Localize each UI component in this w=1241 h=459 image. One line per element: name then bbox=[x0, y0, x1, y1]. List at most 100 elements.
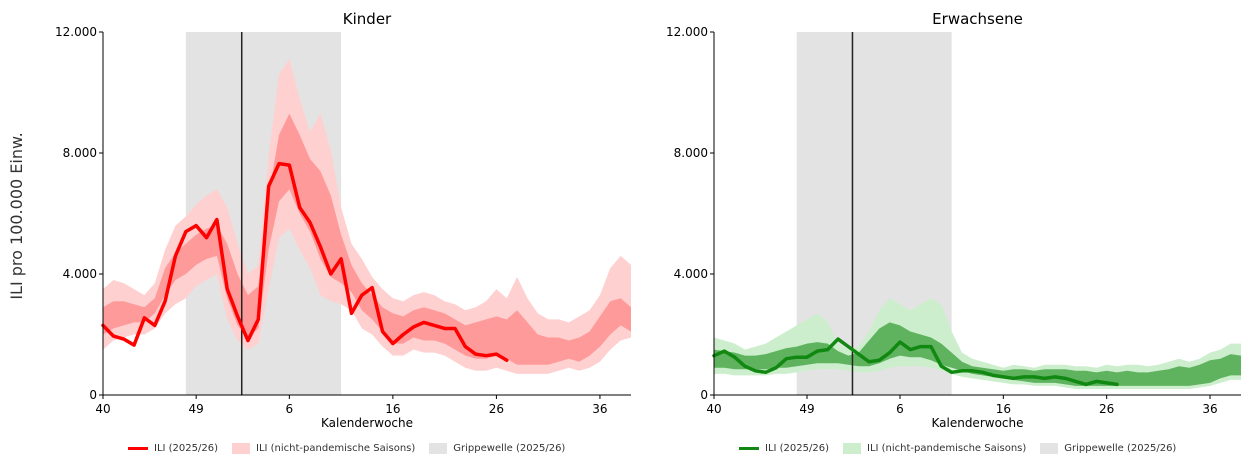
data-point bbox=[340, 258, 342, 260]
data-point bbox=[454, 327, 456, 330]
series-line-current bbox=[712, 337, 1119, 387]
y-tick-label: 0 bbox=[89, 388, 97, 402]
legend-label: ILI (2025/26) bbox=[765, 443, 829, 454]
data-point bbox=[981, 371, 984, 374]
y-axis-label: ILI pro 100.000 Einw. bbox=[7, 132, 26, 299]
x-axis-label: Kalenderwoche bbox=[321, 416, 413, 430]
data-point bbox=[112, 335, 115, 337]
data-point bbox=[309, 221, 311, 224]
data-point bbox=[878, 359, 881, 362]
data-point bbox=[806, 356, 808, 358]
data-point bbox=[371, 286, 373, 289]
x-axis-label: Kalenderwoche bbox=[931, 416, 1023, 430]
legend-swatch-line bbox=[128, 447, 148, 450]
x-tick-label: 6 bbox=[286, 402, 294, 416]
data-point bbox=[495, 353, 498, 355]
data-point bbox=[1033, 376, 1036, 378]
band-outer bbox=[714, 298, 1241, 389]
data-point bbox=[185, 230, 187, 233]
data-point bbox=[930, 345, 932, 348]
data-point bbox=[329, 273, 332, 275]
data-point bbox=[919, 345, 922, 348]
y-tick-label: 4.000 bbox=[63, 267, 97, 281]
legend-swatch-band bbox=[232, 443, 250, 454]
y-tick-label: 12.000 bbox=[666, 25, 708, 39]
legend-label: Grippewelle (2025/26) bbox=[1064, 443, 1177, 454]
data-point bbox=[485, 354, 487, 357]
y-tick-label: 0 bbox=[700, 388, 708, 402]
data-point bbox=[847, 345, 850, 348]
data-point bbox=[816, 350, 819, 352]
data-point bbox=[164, 300, 166, 303]
data-point bbox=[236, 315, 239, 318]
data-point bbox=[402, 333, 405, 336]
legend-item-current: ILI (2025/26) bbox=[128, 443, 218, 454]
data-point bbox=[857, 353, 860, 355]
legend-label: Grippewelle (2025/26) bbox=[453, 443, 566, 454]
legend-swatch-wave bbox=[429, 443, 448, 454]
data-point bbox=[361, 294, 363, 296]
legend-label: ILI (nicht-pandemische Saisons) bbox=[867, 443, 1027, 454]
chart-title: Erwachsene bbox=[932, 10, 1023, 28]
data-point bbox=[868, 360, 870, 363]
data-point bbox=[423, 321, 425, 324]
data-point bbox=[1012, 377, 1015, 380]
data-point bbox=[1085, 383, 1087, 386]
data-point bbox=[392, 342, 394, 345]
data-point bbox=[1043, 377, 1046, 380]
x-tick-label: 26 bbox=[489, 402, 504, 416]
data-point bbox=[381, 330, 384, 333]
x-tick-label: 40 bbox=[95, 402, 110, 416]
band-inner bbox=[103, 113, 631, 365]
x-tick-label: 40 bbox=[706, 402, 721, 416]
data-point bbox=[733, 356, 736, 358]
legend-swatch-line bbox=[739, 447, 759, 450]
legend-kinder: ILI (2025/26) ILI (nicht-pandemische Sai… bbox=[128, 443, 565, 454]
data-point bbox=[298, 206, 301, 209]
data-point bbox=[992, 374, 994, 377]
legend-item-current: ILI (2025/26) bbox=[739, 443, 829, 454]
x-tick-label: 49 bbox=[189, 402, 204, 416]
legend-item-flu-wave: Grippewelle (2025/26) bbox=[429, 443, 565, 454]
data-point bbox=[464, 345, 467, 348]
x-tick-label: 26 bbox=[1099, 402, 1114, 416]
data-point bbox=[122, 338, 125, 340]
data-point bbox=[433, 324, 436, 327]
data-point bbox=[899, 341, 901, 343]
data-point bbox=[1054, 376, 1056, 378]
y-tick-label: 12.000 bbox=[55, 25, 97, 39]
data-point bbox=[505, 359, 508, 362]
data-point bbox=[205, 236, 208, 239]
data-point bbox=[216, 218, 218, 221]
legend-erwachsene: ILI (2025/26) ILI (nicht-pandemische Sai… bbox=[739, 443, 1176, 454]
data-point bbox=[940, 365, 943, 368]
x-tick-label: 36 bbox=[592, 402, 607, 416]
data-point bbox=[775, 366, 777, 369]
series-line-current bbox=[101, 161, 509, 362]
x-tick-label: 49 bbox=[799, 402, 814, 416]
data-point bbox=[795, 356, 798, 358]
data-point bbox=[443, 327, 446, 330]
data-point bbox=[174, 255, 177, 257]
chart-panel-kinder: 0 4.000 8.000 12.000 40 49 6 16 26 36 Kinder Kalend… bbox=[55, 10, 631, 430]
data-point bbox=[1116, 383, 1118, 386]
legend-swatch-band bbox=[843, 443, 861, 454]
data-point bbox=[888, 351, 891, 354]
legend-item-flu-wave: Grippewelle (2025/26) bbox=[1040, 443, 1176, 454]
data-point bbox=[153, 324, 156, 327]
data-point bbox=[961, 370, 963, 372]
chart-title: Kinder bbox=[343, 10, 392, 28]
data-point bbox=[133, 344, 135, 346]
data-point bbox=[785, 357, 788, 360]
data-point bbox=[267, 185, 270, 188]
data-point bbox=[1064, 377, 1067, 380]
data-point bbox=[319, 245, 322, 248]
data-point bbox=[723, 350, 726, 352]
data-point bbox=[744, 365, 746, 368]
legend-item-seasons: ILI (nicht-pandemische Saisons) bbox=[232, 443, 415, 454]
data-point bbox=[288, 164, 291, 166]
band-outer bbox=[103, 59, 631, 374]
data-point bbox=[764, 371, 767, 374]
data-point bbox=[1002, 376, 1005, 378]
